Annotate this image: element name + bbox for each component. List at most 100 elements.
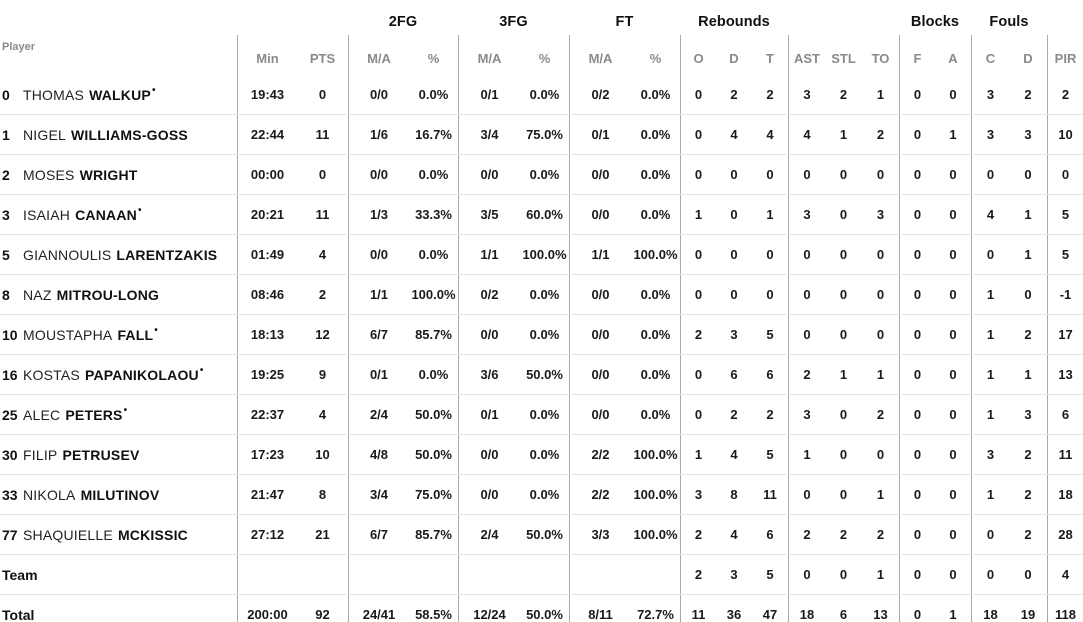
- stat-cell-blk-f: 0: [899, 315, 935, 354]
- player-first-name: MOUSTAPHA: [23, 326, 113, 343]
- stat-cell-min: 19:43: [237, 75, 297, 114]
- stat-cell-min: 01:49: [237, 235, 297, 274]
- stat-cell-min: 17:23: [237, 435, 297, 474]
- starter-dot: •: [154, 325, 158, 336]
- stat-cell-to: 1: [876, 87, 885, 102]
- stat-cell-stl: 2: [839, 87, 848, 102]
- table-row[interactable]: 5 GIANNOULIS LARENTZAKIS 01:49 4 0/0 0.0% 1/1 10…: [0, 235, 1083, 275]
- stat-cell-foul-d: 3: [1024, 127, 1032, 142]
- column-header-3fg-ma: M/A: [458, 35, 520, 75]
- stat-cell-pir: 5: [1047, 195, 1083, 234]
- stat-cell-reb-d: 0: [730, 247, 738, 262]
- player-first-name: ALEC: [23, 406, 61, 423]
- stat-cell-ft-ma: 0/0: [569, 315, 631, 354]
- stat-cell-pts: 0: [318, 167, 327, 182]
- stat-cell-ft-ma: 3/3: [569, 515, 631, 554]
- stat-cell-blk-f: 0: [899, 235, 935, 274]
- table-row[interactable]: 77 SHAQUIELLE MCKISSIC 27:12 21 6/7 85.7% 2/4 50…: [0, 515, 1083, 555]
- table-row[interactable]: 16 KOSTAS PAPANIKOLAOU • 19:25 9 0/1 0.0% 3/6 50.…: [0, 355, 1083, 395]
- stat-cell-ft-ma: 0/0: [569, 395, 631, 434]
- stat-cell-reb-t: 2: [766, 407, 774, 422]
- stat-cell-blk-a: 0: [949, 407, 957, 422]
- stat-cell-min: 08:46: [237, 275, 297, 314]
- table-row[interactable]: 8 NAZ MITROU-LONG 08:46 2 1/1 100.0% 0/2 0.0% 0/0…: [0, 275, 1083, 315]
- stat-cell-pts: 9: [318, 367, 327, 382]
- row-label-cell: Team: [0, 555, 237, 594]
- stat-cell-ast: 3: [788, 395, 825, 434]
- player-last-name: LARENTZAKIS: [116, 246, 218, 263]
- stat-cell-pts: 4: [318, 407, 327, 422]
- stat-cell-foul-d: 2: [1024, 327, 1032, 342]
- table-row[interactable]: 30 FILIP PETRUSEV 17:23 10 4/8 50.0% 0/0 0.0% 2/2…: [0, 435, 1083, 475]
- stat-cell-3fg-ma: 0/2: [458, 275, 520, 314]
- table-row[interactable]: 0 THOMAS WALKUP • 19:43 0 0/0 0.0% 0/1 0.0% 0/2 0.0…: [0, 75, 1083, 115]
- stat-cell-blk-a: 0: [949, 87, 957, 102]
- stat-cell-3fg-pct: 0.0%: [529, 87, 560, 102]
- stat-cell-foul-c: 3: [971, 75, 1009, 114]
- stat-cell-min: [237, 555, 297, 594]
- table-row[interactable]: 2 MOSES WRIGHT 00:00 0 0/0 0.0% 0/0 0.0% 0/0 0.0% 0…: [0, 155, 1083, 195]
- stat-cell-stl: 0: [839, 167, 848, 182]
- stat-cell-blk-f: 0: [899, 275, 935, 314]
- player-number: 16: [2, 366, 18, 383]
- column-header-foul-c: C: [971, 35, 1009, 75]
- stat-cell-2fg-ma: 0/0: [348, 155, 409, 194]
- stat-cell-to: 2: [876, 127, 885, 142]
- stat-cell-pir: 11: [1047, 435, 1083, 474]
- stat-cell-blk-a: 0: [949, 447, 957, 462]
- stat-cell-2fg-pct: 0.0%: [418, 87, 449, 102]
- stat-cell-reb-d: 6: [730, 367, 738, 382]
- stat-cell-ft-ma: 8/11: [569, 595, 631, 622]
- stat-cell-2fg-ma: 1/6: [348, 115, 409, 154]
- stat-cell-ft-ma: 1/1: [569, 235, 631, 274]
- table-row[interactable]: 10 MOUSTAPHA FALL • 18:13 12 6/7 85.7% 0/0 0.0% 0/…: [0, 315, 1083, 355]
- stat-cell-reb-d: 4: [730, 127, 738, 142]
- stat-cell-ft-pct: 100.0%: [633, 247, 678, 262]
- stat-cell-to: 0: [876, 167, 885, 182]
- stat-cell-blk-f: 0: [899, 515, 935, 554]
- player-last-name: MILUTINOV: [80, 486, 160, 503]
- stat-cell-min: 00:00: [237, 155, 297, 194]
- table-row[interactable]: 25 ALEC PETERS • 22:37 4 2/4 50.0% 0/1 0.0% 0/0 0.0…: [0, 395, 1083, 435]
- stat-cell-ft-pct: [631, 555, 680, 594]
- player-number: 8: [2, 286, 10, 303]
- stat-cell-2fg-pct: 58.5%: [415, 607, 452, 622]
- stat-cell-reb-t: 6: [766, 367, 774, 382]
- stat-cell-foul-d: 2: [1024, 527, 1032, 542]
- table-row: Team 2 3 5 0 0 1 0 0 0 0 4: [0, 555, 1083, 595]
- stat-cell-blk-a: 0: [949, 247, 957, 262]
- stat-cell-min: 20:21: [237, 195, 297, 234]
- table-row: Total 200:00 92 24/41 58.5% 12/24 50.0% 8/11 72.…: [0, 595, 1083, 622]
- table-body: 0 THOMAS WALKUP • 19:43 0 0/0 0.0% 0/1 0.0% 0/2 0.0…: [0, 75, 1083, 622]
- column-header-2fg-ma: M/A: [348, 35, 409, 75]
- stat-cell-pts: 2: [318, 287, 327, 302]
- stat-cell-reb-t: 6: [766, 527, 774, 542]
- stat-cell-2fg-pct: 85.7%: [415, 327, 452, 342]
- player-cell: 77 SHAQUIELLE MCKISSIC: [0, 515, 237, 554]
- stat-cell-stl: 0: [839, 247, 848, 262]
- player-number: 10: [2, 326, 18, 343]
- player-number: 2: [2, 166, 10, 183]
- column-header-ft-ma: M/A: [569, 35, 631, 75]
- stat-cell-pts: 92: [315, 607, 330, 622]
- player-last-name: PETRUSEV: [62, 446, 140, 463]
- stat-cell-stl: 0: [839, 207, 848, 222]
- stat-cell-reb-t: 5: [766, 567, 774, 582]
- stat-cell-foul-c: 1: [971, 275, 1009, 314]
- stat-cell-ast: 0: [788, 275, 825, 314]
- stat-cell-foul-d: 2: [1024, 87, 1032, 102]
- stat-cell-2fg-pct: 50.0%: [415, 407, 452, 422]
- stat-cell-reb-d: 0: [730, 167, 738, 182]
- stat-cell-blk-f: 0: [899, 595, 935, 622]
- player-cell: 8 NAZ MITROU-LONG: [0, 275, 237, 314]
- table-row[interactable]: 33 NIKOLA MILUTINOV 21:47 8 3/4 75.0% 0/0 0.0% 2/…: [0, 475, 1083, 515]
- table-row[interactable]: 1 NIGEL WILLIAMS-GOSS 22:44 11 1/6 16.7% 3/4 75.…: [0, 115, 1083, 155]
- stat-cell-ft-ma: 0/0: [569, 275, 631, 314]
- table-row[interactable]: 3 ISAIAH CANAAN • 20:21 11 1/3 33.3% 3/5 60.0% 0/0…: [0, 195, 1083, 235]
- stat-cell-ast: 18: [788, 595, 825, 622]
- column-header-foul-d: D: [1023, 51, 1033, 66]
- stat-cell-blk-f: 0: [899, 115, 935, 154]
- stat-cell-reb-d: 0: [730, 287, 738, 302]
- stat-cell-to: 1: [876, 487, 885, 502]
